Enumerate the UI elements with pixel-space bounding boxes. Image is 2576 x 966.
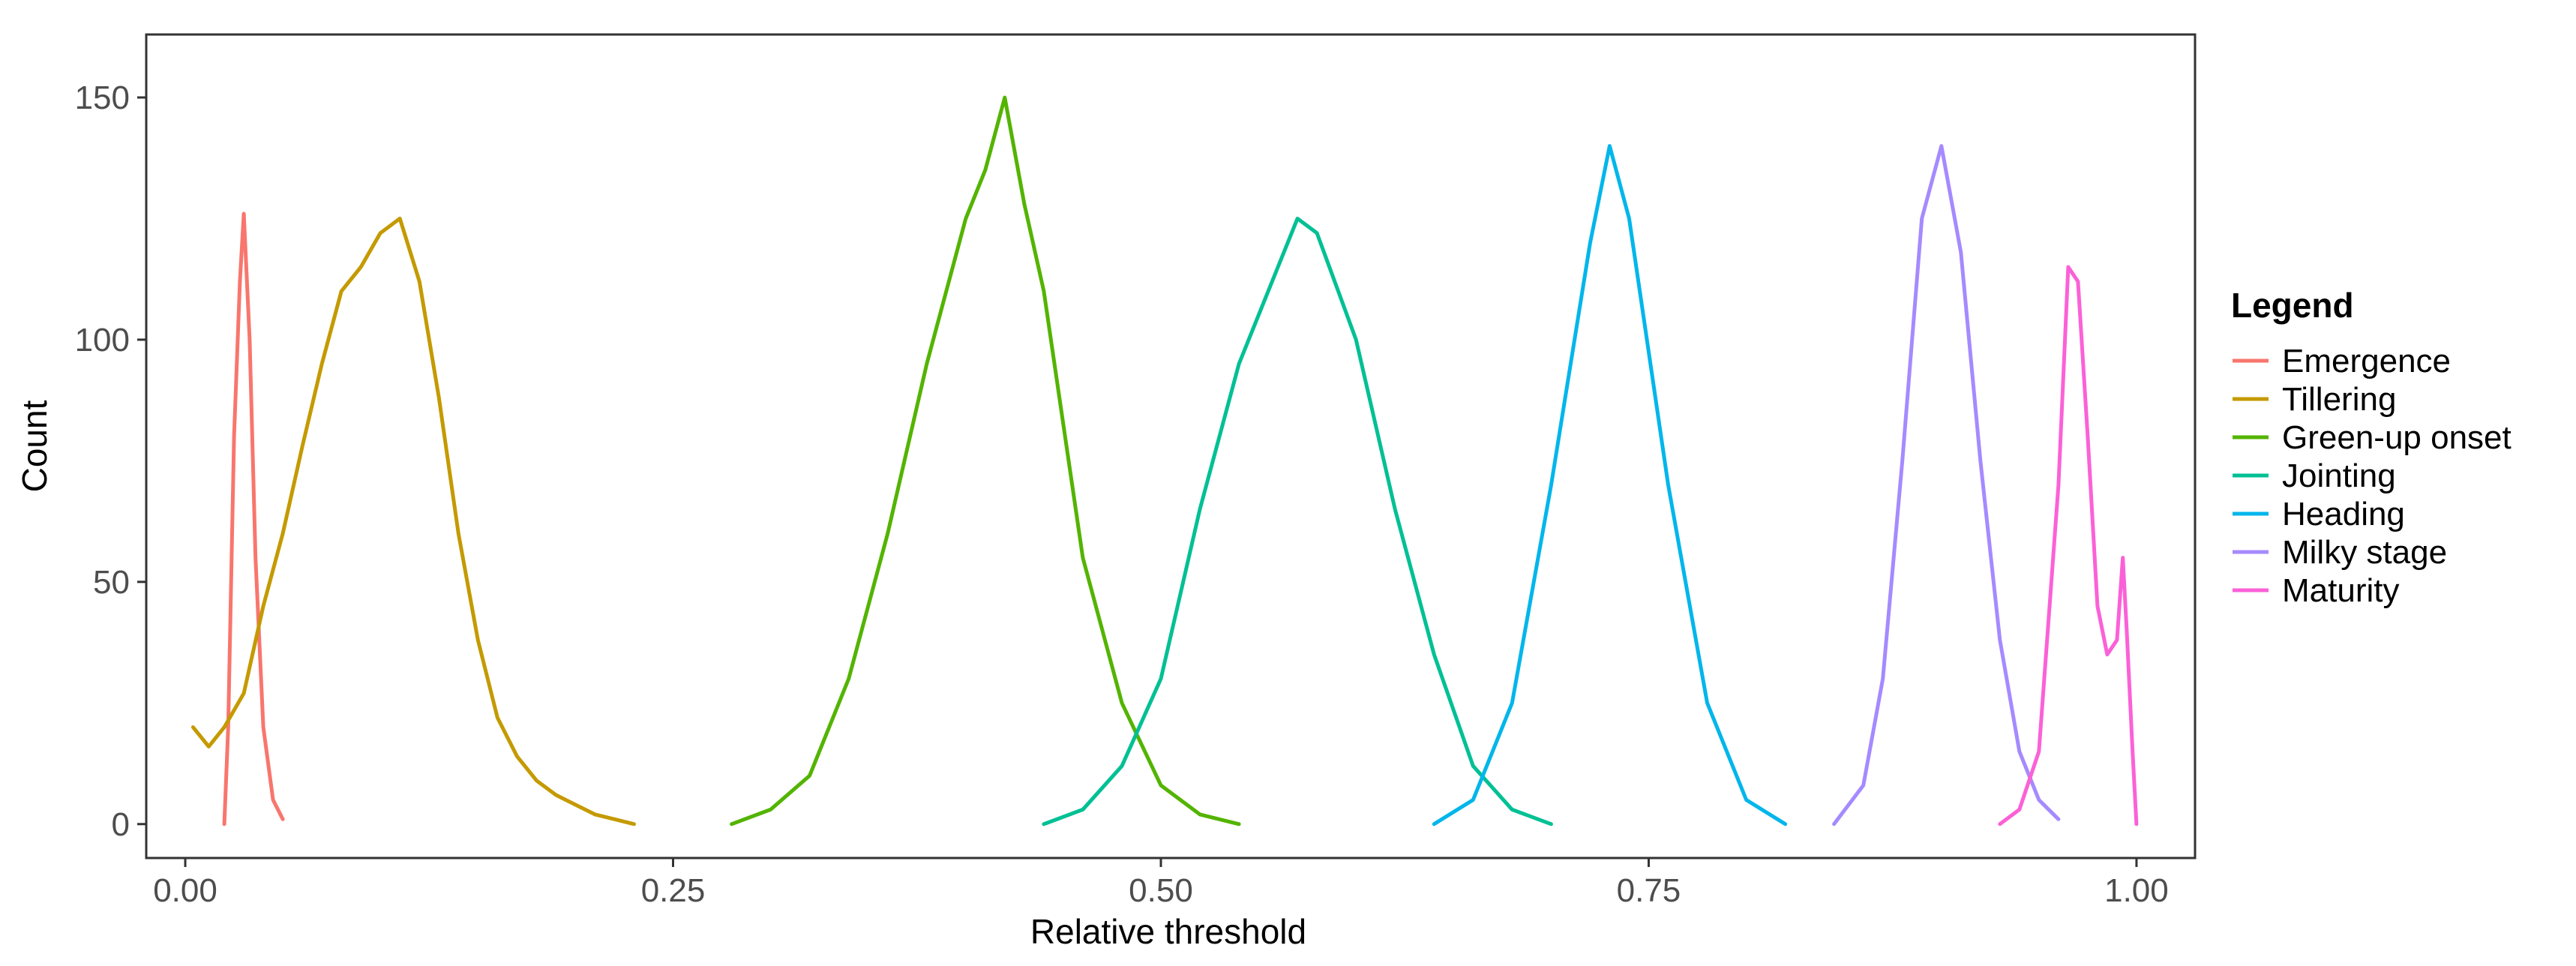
series-line-tillering [190,216,636,826]
x-tick-label: 1.00 [2104,872,2169,909]
y-tick-label: 50 [93,564,130,601]
legend-label-milky-stage: Milky stage [2282,534,2447,571]
x-tick-label: 0.50 [1129,872,1193,909]
legend-label-maturity: Maturity [2282,572,2399,609]
series-line-emergence [222,212,285,826]
x-tick-label: 0.75 [1617,872,1681,909]
y-tick-label: 100 [75,322,130,358]
plot-lines [190,95,2139,826]
x-tick-label: 0.25 [641,872,706,909]
y-tick-label: 0 [112,806,130,843]
legend-label-tillering: Tillering [2282,381,2396,418]
plot-panel-border [145,33,2197,860]
series-line-heading [1432,144,1788,826]
y-tick-label: 150 [75,80,130,116]
legend-title: Legend [2231,286,2354,325]
x-tick-label: 0.00 [153,872,217,909]
y-axis-title: Count [15,400,54,492]
x-axis-title: Relative threshold [1030,912,1306,951]
series-line-milky-stage [1832,144,2061,826]
series-line-maturity [1998,265,2139,826]
legend-label-heading: Heading [2282,496,2405,532]
x-axis: 0.00 0.25 0.50 0.75 1.00 [153,858,2169,909]
legend-label-green-up-onset: Green-up onset [2282,419,2512,456]
legend-label-jointing: Jointing [2282,458,2396,494]
series-line-jointing [1042,216,1553,826]
legend-label-emergence: Emergence [2282,343,2451,380]
y-axis: 0 50 100 150 [75,80,146,843]
series-line-green-up-onset [730,95,1241,826]
